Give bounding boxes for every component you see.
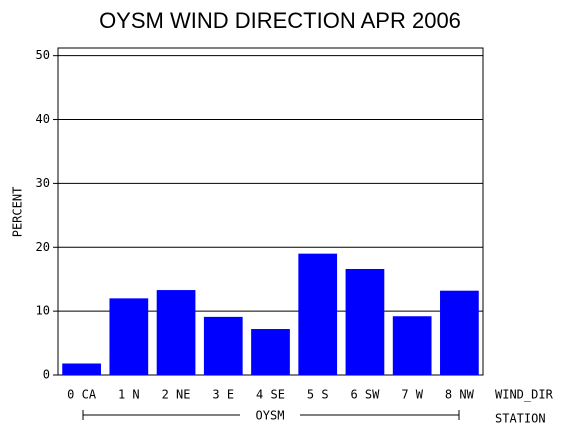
group-label: OYSM [256,409,285,423]
bar [345,268,385,375]
y-tick-label: 30 [36,176,50,190]
x-tick-label: 2 NE [162,388,191,402]
bar [298,253,338,375]
x-tick-label: 7 W [401,388,423,402]
group-axis-label: STATION [495,412,546,426]
bar [203,316,243,375]
y-tick-label: 20 [36,240,50,254]
x-tick-label: 6 SW [350,388,380,402]
y-tick-label: 40 [36,112,50,126]
bar [251,329,290,375]
x-tick-label: 3 E [212,388,234,402]
x-tick-label: 1 N [118,388,140,402]
y-tick-label: 0 [43,368,50,382]
x-tick-label: 5 S [307,388,329,402]
y-tick-label: 50 [36,48,50,62]
bar [156,290,196,375]
x-axis-label: WIND_DIR [495,388,554,402]
x-tick-label: 4 SE [256,388,285,402]
bar [440,290,479,375]
bar [109,298,149,375]
x-tick-label: 8 NW [445,388,475,402]
chart-title: OYSM WIND DIRECTION APR 2006 [99,8,461,33]
bar [62,363,101,375]
x-tick-label: 0 CA [67,388,97,402]
bar [392,316,432,375]
y-tick-label: 10 [36,304,50,318]
y-axis-label: PERCENT [11,187,25,238]
